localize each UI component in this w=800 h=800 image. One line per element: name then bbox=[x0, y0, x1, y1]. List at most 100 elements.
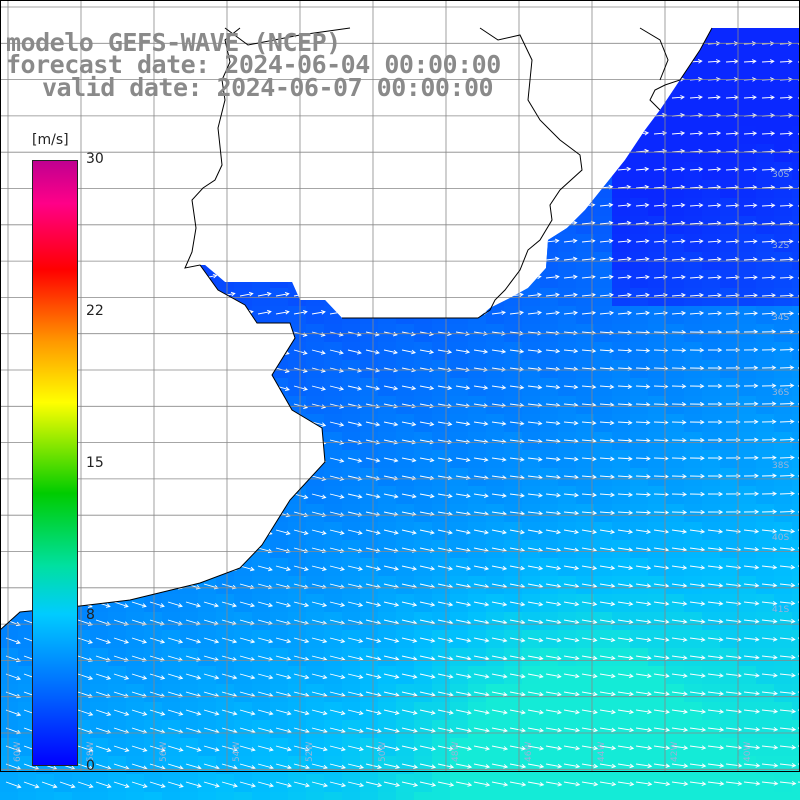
wind-cell bbox=[576, 738, 594, 756]
wind-cell bbox=[774, 36, 792, 54]
wind-cell bbox=[684, 90, 702, 108]
wind-cell bbox=[576, 702, 594, 720]
wind-cell bbox=[594, 720, 612, 738]
wind-arrow bbox=[599, 220, 614, 226]
wind-arrow bbox=[635, 238, 650, 244]
wind-arrow bbox=[779, 131, 794, 136]
wind-cell bbox=[702, 504, 720, 522]
wind-cell bbox=[648, 630, 666, 648]
wind-cell bbox=[576, 522, 594, 540]
wind-cell bbox=[774, 684, 792, 702]
wind-cell bbox=[702, 684, 720, 702]
wind-cell bbox=[648, 144, 666, 162]
wind-cell bbox=[738, 666, 756, 684]
wind-cell bbox=[126, 792, 144, 800]
wind-cell bbox=[702, 72, 720, 90]
wind-cell bbox=[792, 522, 800, 540]
wind-cell bbox=[144, 792, 162, 800]
wind-cell bbox=[504, 432, 522, 450]
wind-arrow bbox=[599, 202, 614, 208]
wind-cell bbox=[90, 792, 108, 800]
wind-cell bbox=[432, 468, 450, 486]
wind-cell bbox=[720, 558, 738, 576]
wind-cell bbox=[594, 234, 612, 252]
lat-label: 41S bbox=[772, 605, 789, 615]
lat-label: 30S bbox=[772, 170, 789, 180]
wind-cell bbox=[684, 360, 702, 378]
wind-cell bbox=[738, 180, 756, 198]
wind-cell bbox=[648, 270, 666, 288]
wind-cell bbox=[558, 630, 576, 648]
wind-arrow bbox=[761, 59, 775, 64]
wind-cell bbox=[792, 738, 800, 756]
wind-cell bbox=[576, 234, 594, 252]
wind-cell bbox=[738, 28, 756, 36]
wind-cell bbox=[540, 432, 558, 450]
wind-arrow bbox=[689, 131, 704, 136]
wind-cell bbox=[108, 792, 126, 800]
wind-cell bbox=[738, 648, 756, 666]
wind-cell bbox=[666, 162, 684, 180]
wind-cell bbox=[774, 612, 792, 630]
wind-cell bbox=[558, 576, 576, 594]
wind-cell bbox=[594, 324, 612, 342]
wind-cell bbox=[486, 468, 504, 486]
wind-cell bbox=[594, 342, 612, 360]
wind-cell bbox=[468, 396, 486, 414]
wind-cell bbox=[738, 108, 756, 126]
wind-cell bbox=[612, 234, 630, 252]
wind-cell bbox=[558, 270, 576, 288]
wind-cell bbox=[720, 432, 738, 450]
valid-date: valid date: 2024-06-07 00:00:00 bbox=[42, 73, 494, 102]
wind-cell bbox=[738, 576, 756, 594]
wind-cell bbox=[720, 720, 738, 738]
wind-arrow bbox=[761, 239, 776, 244]
wind-cell bbox=[774, 558, 792, 576]
wind-cell bbox=[432, 378, 450, 396]
wind-cell bbox=[540, 306, 558, 324]
wind-cell bbox=[702, 594, 720, 612]
wind-cell bbox=[594, 684, 612, 702]
wind-cell bbox=[666, 108, 684, 126]
wind-cell bbox=[792, 756, 800, 774]
wind-cell bbox=[720, 450, 738, 468]
wind-cell bbox=[720, 162, 738, 180]
wind-cell bbox=[0, 792, 18, 800]
wind-cell bbox=[792, 630, 800, 648]
wind-cell bbox=[468, 378, 486, 396]
wind-cell bbox=[486, 432, 504, 450]
wind-cell bbox=[684, 342, 702, 360]
wind-cell bbox=[432, 450, 450, 468]
wind-cell bbox=[486, 792, 504, 800]
wind-cell bbox=[594, 432, 612, 450]
wind-cell bbox=[702, 630, 720, 648]
wind-cell bbox=[648, 774, 666, 792]
wind-cell bbox=[504, 378, 522, 396]
wind-cell bbox=[684, 144, 702, 162]
wind-cell bbox=[612, 630, 630, 648]
wind-cell bbox=[702, 648, 720, 666]
wind-cell bbox=[792, 360, 800, 378]
wind-cell bbox=[666, 234, 684, 252]
wind-cell bbox=[774, 144, 792, 162]
wind-cell bbox=[792, 36, 800, 54]
wind-cell bbox=[720, 468, 738, 486]
wind-cell bbox=[756, 774, 774, 792]
wind-cell bbox=[450, 450, 468, 468]
wind-cell bbox=[558, 468, 576, 486]
wind-cell bbox=[792, 702, 800, 720]
wind-arrow bbox=[671, 166, 686, 172]
wind-cell bbox=[648, 486, 666, 504]
wind-cell bbox=[522, 486, 540, 504]
wind-cell bbox=[612, 414, 630, 432]
wind-cell bbox=[450, 324, 468, 342]
wind-cell bbox=[684, 648, 702, 666]
wind-arrow bbox=[599, 238, 614, 244]
wind-cell bbox=[540, 450, 558, 468]
wind-cell bbox=[558, 378, 576, 396]
wind-cell bbox=[540, 396, 558, 414]
wind-cell bbox=[666, 90, 684, 108]
wind-cell bbox=[756, 450, 774, 468]
wind-cell bbox=[648, 720, 666, 738]
